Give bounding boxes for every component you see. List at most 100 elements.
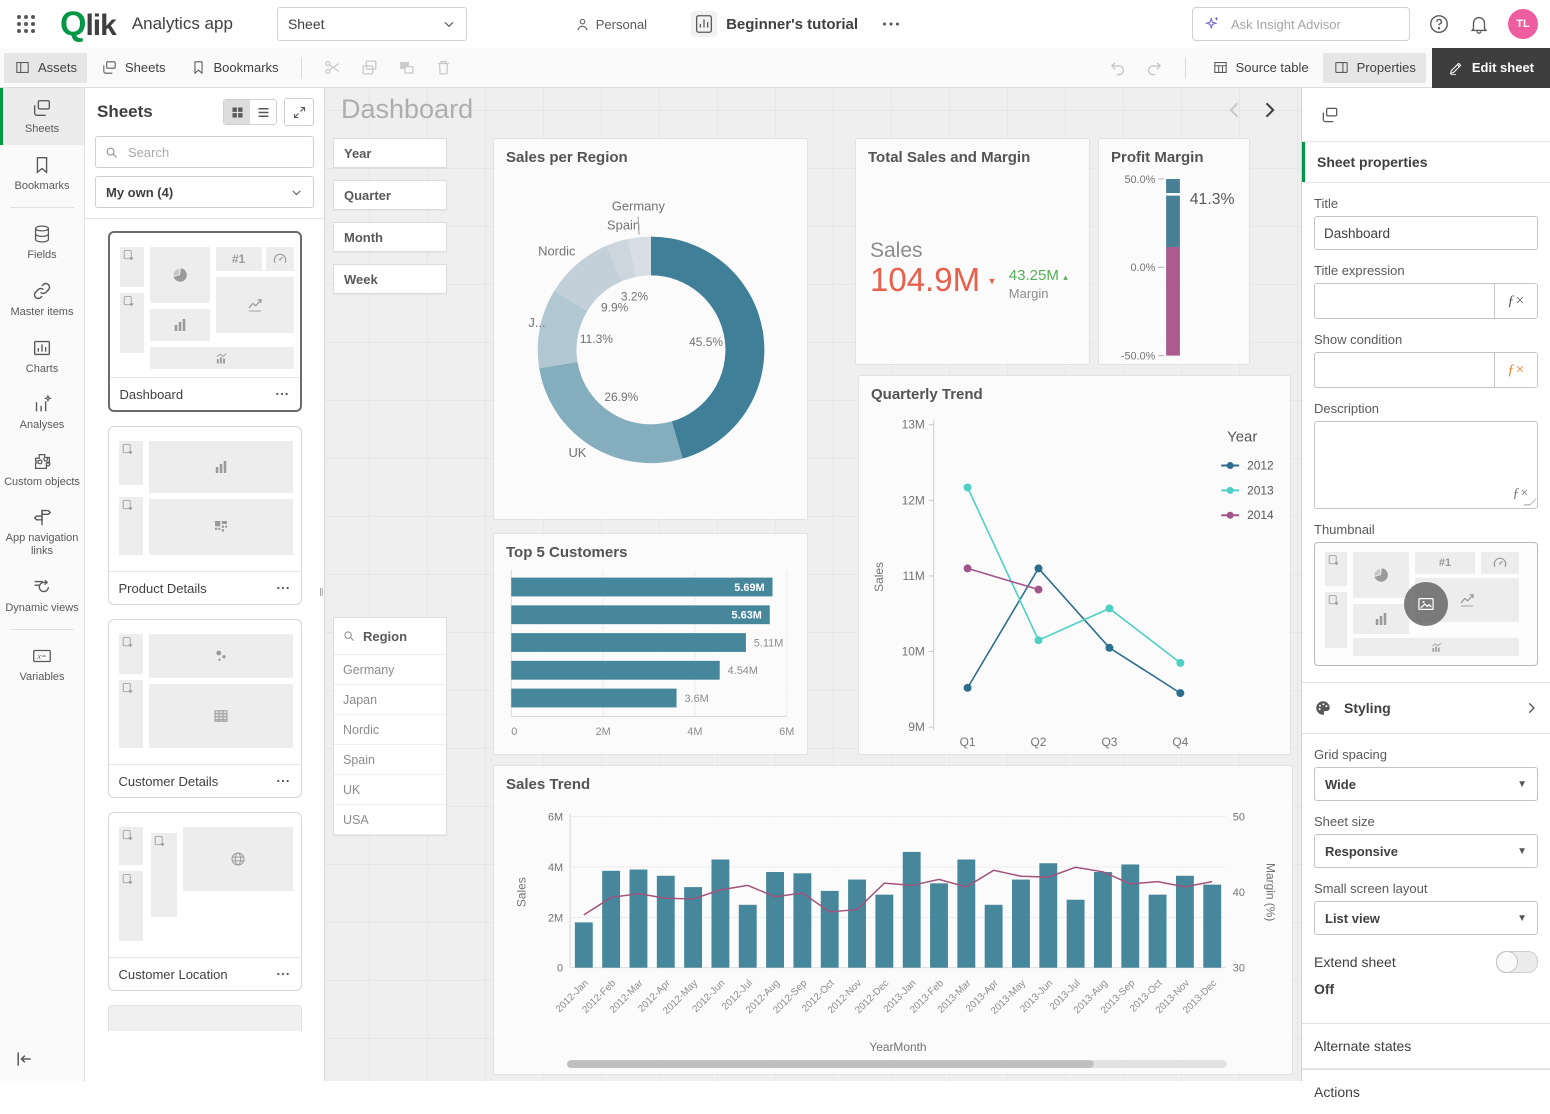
app-launcher-icon[interactable] xyxy=(14,12,38,36)
edit-sheet-button[interactable]: Edit sheet xyxy=(1431,47,1550,88)
tab-sheets[interactable]: Sheets xyxy=(91,53,175,83)
sidebar-item-dynamic-views[interactable]: Dynamic views xyxy=(0,567,84,624)
donut-slice-Spain[interactable] xyxy=(606,238,637,282)
panel-resize-handle[interactable]: ‖ xyxy=(319,587,324,599)
delete-icon[interactable] xyxy=(434,58,453,77)
region-value-germany[interactable]: Germany xyxy=(334,655,446,685)
bar-2012-Dec[interactable] xyxy=(875,894,894,968)
data-point-2014[interactable] xyxy=(1034,585,1043,594)
styling-section[interactable]: Styling xyxy=(1302,682,1550,734)
list-view-button[interactable] xyxy=(250,100,276,124)
bar-2013-Apr[interactable] xyxy=(984,904,1003,968)
sheet-card-customer-details[interactable]: Customer Details xyxy=(107,619,302,798)
bar-customer-2[interactable] xyxy=(511,605,770,625)
donut-slice-Nordic[interactable] xyxy=(554,245,622,312)
data-point-2012[interactable] xyxy=(1176,689,1185,698)
donut-slice-UK[interactable] xyxy=(539,361,683,464)
previous-sheet-icon[interactable] xyxy=(1225,100,1245,120)
bar-2013-Oct[interactable] xyxy=(1148,894,1167,968)
space-selector[interactable]: Personal xyxy=(574,16,647,33)
data-point-2013[interactable] xyxy=(1034,636,1043,645)
sheet-options-icon[interactable] xyxy=(275,966,291,982)
region-filter-header[interactable]: Region xyxy=(334,618,446,655)
region-value-uk[interactable]: UK xyxy=(334,775,446,805)
redo-icon[interactable] xyxy=(1145,58,1164,77)
donut-slice-USA[interactable] xyxy=(650,236,765,459)
data-point-2013[interactable] xyxy=(1176,658,1185,667)
source-table-button[interactable]: Source table xyxy=(1202,53,1319,83)
bar-customer-1[interactable] xyxy=(511,577,773,597)
data-point-2012[interactable] xyxy=(963,683,972,692)
bar-2012-Apr[interactable] xyxy=(656,875,675,968)
sidebar-item-variables[interactable]: x= Variables xyxy=(0,636,84,693)
bar-customer-5[interactable] xyxy=(511,688,677,708)
expand-panel-button[interactable] xyxy=(284,98,314,126)
grid-view-button[interactable] xyxy=(224,100,250,124)
top5-customers-chart[interactable]: Top 5 Customers 0 2M 4M 6M 5.69M 5.63M 5.11M 4.5… xyxy=(493,533,808,755)
bar-2013-Jun[interactable] xyxy=(1039,863,1058,968)
data-point-2013[interactable] xyxy=(963,483,972,492)
actions-section[interactable]: Actions xyxy=(1302,1069,1550,1114)
sales-per-region-chart[interactable]: Sales per Region 45.5% 26.9% 11.3% 9.9% 3.2% U… xyxy=(493,138,808,520)
bar-2012-Feb[interactable] xyxy=(602,870,621,968)
bar-2012-Jun[interactable] xyxy=(711,859,730,968)
sidebar-item-sheets[interactable]: Sheets xyxy=(0,88,84,145)
bar-customer-3[interactable] xyxy=(511,633,746,652)
paste-icon[interactable] xyxy=(397,58,416,77)
alternate-states-section[interactable]: Alternate states xyxy=(1302,1023,1550,1069)
bar-2012-Jan[interactable] xyxy=(574,922,593,968)
sheet-search-input[interactable] xyxy=(126,143,300,161)
data-point-2012[interactable] xyxy=(1105,643,1114,652)
bar-2013-Jan[interactable] xyxy=(902,851,921,968)
sidebar-item-master-items[interactable]: Master items xyxy=(0,271,84,328)
filter-week[interactable]: Week xyxy=(333,264,447,294)
grid-spacing-select[interactable]: Wide ▼ xyxy=(1314,767,1538,801)
bar-2013-Nov[interactable] xyxy=(1175,875,1194,968)
sheet-options-icon[interactable] xyxy=(275,773,291,789)
sheet-search[interactable] xyxy=(95,136,314,168)
sheet-size-select[interactable]: Responsive ▼ xyxy=(1314,834,1538,868)
description-input[interactable]: ƒ× xyxy=(1314,421,1538,509)
sheet-card-customer-location[interactable]: Customer Location xyxy=(107,812,302,991)
sheet-options-icon[interactable] xyxy=(274,386,290,402)
undo-icon[interactable] xyxy=(1108,58,1127,77)
region-value-usa[interactable]: USA xyxy=(334,805,446,835)
region-value-nordic[interactable]: Nordic xyxy=(334,715,446,745)
user-avatar[interactable]: TL xyxy=(1508,9,1538,39)
expression-editor-button[interactable]: ƒ× xyxy=(1512,486,1529,501)
sidebar-item-fields[interactable]: Fields xyxy=(0,214,84,271)
bar-2012-Jul[interactable] xyxy=(738,904,757,968)
chart-scrollbar-thumb[interactable] xyxy=(567,1060,1094,1069)
sidebar-item-analyses[interactable]: Analyses xyxy=(0,384,84,441)
collapse-panel-icon[interactable] xyxy=(14,1049,34,1069)
data-point-2013[interactable] xyxy=(1105,604,1114,613)
insight-advisor-search[interactable] xyxy=(1192,7,1410,41)
sales-trend-chart[interactable]: Sales Trend 0 2M 4M 6M 30 40 50 2012-Jan 2012-Feb… xyxy=(493,765,1293,1075)
bar-2012-Oct[interactable] xyxy=(820,890,839,968)
bar-2012-Mar[interactable] xyxy=(629,869,648,968)
change-thumbnail-button[interactable] xyxy=(1404,582,1448,626)
properties-button[interactable]: Properties xyxy=(1322,52,1426,83)
sheet-card-dashboard[interactable]: #1 Dashboard xyxy=(107,231,302,412)
bar-2012-Nov[interactable] xyxy=(848,879,866,968)
copy-icon[interactable] xyxy=(360,58,379,77)
sheet-type-dropdown[interactable]: Sheet xyxy=(276,7,467,41)
region-value-spain[interactable]: Spain xyxy=(334,745,446,775)
sheet-filter-dropdown[interactable]: My own (4) xyxy=(95,176,314,208)
bar-2013-May[interactable] xyxy=(1012,879,1030,968)
filter-year[interactable]: Year xyxy=(333,138,447,168)
cut-icon[interactable] xyxy=(323,58,342,77)
help-icon[interactable] xyxy=(1428,13,1450,35)
bar-2012-May[interactable] xyxy=(684,887,703,968)
data-point-2014[interactable] xyxy=(963,564,972,573)
region-value-japan[interactable]: Japan xyxy=(334,685,446,715)
quarterly-trend-chart[interactable]: Quarterly Trend 9M 10M 11M 12M 13M Q1 Q2 Q3 Q4 Sal… xyxy=(858,375,1291,755)
bar-2013-Dec[interactable] xyxy=(1203,884,1222,968)
more-menu-icon[interactable] xyxy=(880,13,902,35)
title-input[interactable]: Dashboard xyxy=(1314,216,1538,250)
donut-slice-Germany[interactable] xyxy=(628,236,651,277)
small-screen-select[interactable]: List view ▼ xyxy=(1314,901,1538,935)
notifications-icon[interactable] xyxy=(1468,13,1490,35)
filter-month[interactable]: Month xyxy=(333,222,447,252)
sidebar-item-custom-objects[interactable]: Custom objects xyxy=(0,441,84,498)
